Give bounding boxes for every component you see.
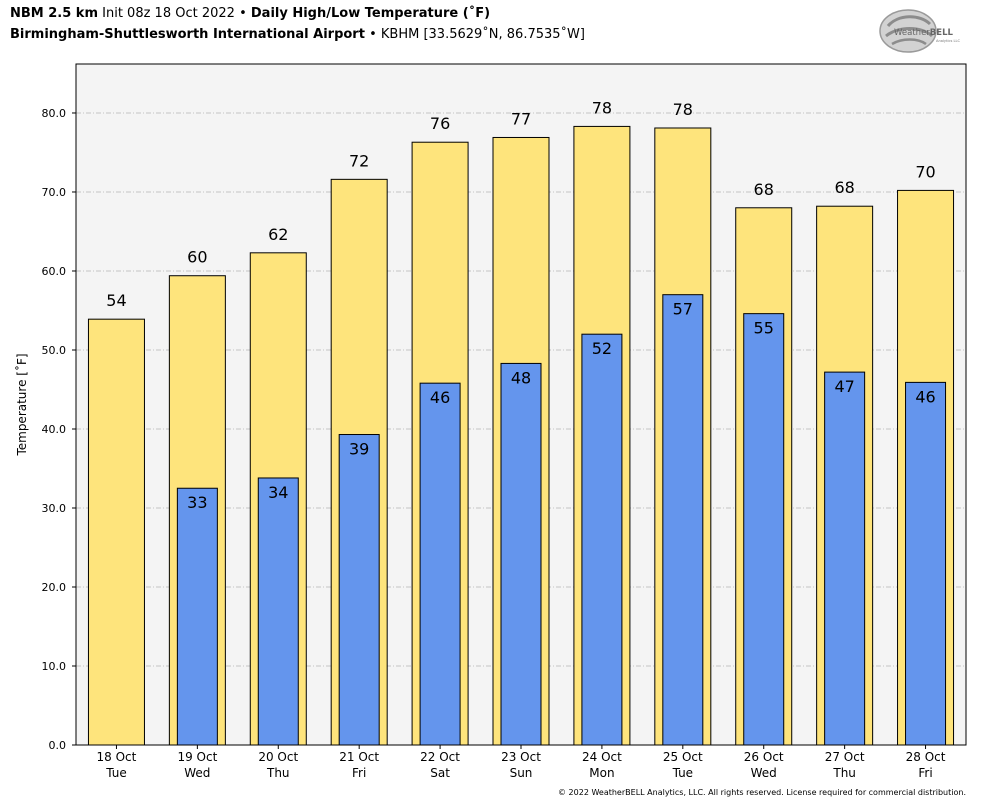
logo-subtitle: Analytics LLC xyxy=(936,39,960,43)
low-temp-label: 48 xyxy=(511,368,531,387)
high-temp-label: 70 xyxy=(915,162,935,181)
x-tick-day: Sun xyxy=(510,766,533,780)
title-bullet: • xyxy=(369,27,377,42)
high-temp-label: 77 xyxy=(511,109,531,128)
low-temp-label: 46 xyxy=(430,388,450,407)
high-temp-label: 72 xyxy=(349,151,369,170)
low-temp-bar xyxy=(257,477,299,746)
svg-text:WeatherBELL: WeatherBELL xyxy=(894,28,953,38)
low-temp-bar xyxy=(743,313,785,746)
station-name: Birmingham-Shuttlesworth International A… xyxy=(10,27,365,42)
y-tick-label: 0.0 xyxy=(49,739,67,752)
low-temp-label: 47 xyxy=(834,377,854,396)
title-bullet: • xyxy=(239,6,247,21)
high-temp-label: 76 xyxy=(430,114,450,133)
y-axis: 0.0 10.0 20.0 30.0 40.0 50.0 60.0 70.0 80.0 xyxy=(42,107,76,752)
x-tick-day: Tue xyxy=(105,766,127,780)
low-temp-label: 34 xyxy=(268,483,288,502)
high-temp-label: 68 xyxy=(834,178,854,197)
model-name: NBM 2.5 km xyxy=(10,6,98,21)
high-temp-label: 60 xyxy=(187,248,207,267)
y-axis-label: Temperature [˚F] xyxy=(14,353,29,456)
x-tick-date: 23 Oct xyxy=(501,750,541,764)
x-tick-day: Fri xyxy=(918,766,932,780)
station-info: KBHM [33.5629˚N, 86.7535˚W] xyxy=(380,27,585,42)
chart-title-line-2: Birmingham-Shuttlesworth International A… xyxy=(10,27,585,42)
y-tick-label: 80.0 xyxy=(42,107,67,120)
low-temp-label: 55 xyxy=(754,319,774,338)
low-temp-bar xyxy=(905,381,947,746)
high-temp-label: 78 xyxy=(673,100,693,119)
x-tick-date: 18 Oct xyxy=(97,750,137,764)
high-temp-label: 68 xyxy=(754,180,774,199)
y-tick-label: 40.0 xyxy=(42,423,67,436)
y-tick-label: 20.0 xyxy=(42,581,67,594)
y-tick-label: 50.0 xyxy=(42,344,67,357)
x-tick-day: Thu xyxy=(266,766,290,780)
x-axis: 18 Oct Tue 19 Oct Wed 20 Oct Thu 21 Oct Fri 22 O… xyxy=(97,745,946,780)
x-tick-day: Tue xyxy=(672,766,694,780)
x-tick-date: 24 Oct xyxy=(582,750,622,764)
product-name: Daily High/Low Temperature (˚F) xyxy=(250,6,491,21)
y-tick-label: 30.0 xyxy=(42,502,67,515)
low-temp-label: 46 xyxy=(915,387,935,406)
low-temp-label: 52 xyxy=(592,339,612,358)
high-temp-bar xyxy=(87,318,145,746)
low-temp-bar xyxy=(338,434,380,746)
x-tick-day: Thu xyxy=(832,766,856,780)
weatherbell-logo: WeatherBELL Analytics LLC xyxy=(879,9,960,53)
x-tick-date: 27 Oct xyxy=(825,750,865,764)
low-temp-label: 57 xyxy=(673,300,693,319)
logo-brand-right: BELL xyxy=(930,28,954,38)
high-temp-label: 78 xyxy=(592,98,612,117)
logo-brand-left: Weather xyxy=(894,28,930,38)
high-temp-label: 54 xyxy=(106,291,126,310)
x-tick-day: Sat xyxy=(430,766,450,780)
init-time: Init 08z 18 Oct 2022 xyxy=(102,6,235,21)
x-tick-date: 21 Oct xyxy=(339,750,379,764)
x-tick-day: Wed xyxy=(184,766,210,780)
chart-title-line-1: NBM 2.5 km Init 08z 18 Oct 2022 • Daily … xyxy=(10,6,490,21)
x-tick-day: Mon xyxy=(589,766,614,780)
x-tick-day: Fri xyxy=(352,766,366,780)
low-temp-bar xyxy=(662,294,704,746)
x-tick-date: 26 Oct xyxy=(744,750,784,764)
x-tick-date: 19 Oct xyxy=(177,750,217,764)
x-tick-date: 25 Oct xyxy=(663,750,703,764)
low-temp-bar xyxy=(419,382,461,746)
low-temp-bar xyxy=(824,371,866,746)
x-tick-date: 28 Oct xyxy=(906,750,946,764)
bar-series: 54 60 62 72 76 77 78 78 68 68 70 33 34 39 46 48 52 57 55 47… xyxy=(87,98,955,746)
low-temp-bar xyxy=(500,362,542,746)
x-tick-day: Wed xyxy=(751,766,777,780)
low-temp-label: 33 xyxy=(187,493,207,512)
low-temp-label: 39 xyxy=(349,440,369,459)
y-tick-label: 60.0 xyxy=(42,265,67,278)
y-tick-label: 70.0 xyxy=(42,186,67,199)
x-tick-date: 22 Oct xyxy=(420,750,460,764)
x-tick-date: 20 Oct xyxy=(258,750,298,764)
low-temp-bar xyxy=(176,487,218,746)
low-temp-bar xyxy=(581,333,623,746)
y-tick-label: 10.0 xyxy=(42,660,67,673)
copyright-footer: © 2022 WeatherBELL Analytics, LLC. All r… xyxy=(558,788,966,797)
high-temp-label: 62 xyxy=(268,225,288,244)
